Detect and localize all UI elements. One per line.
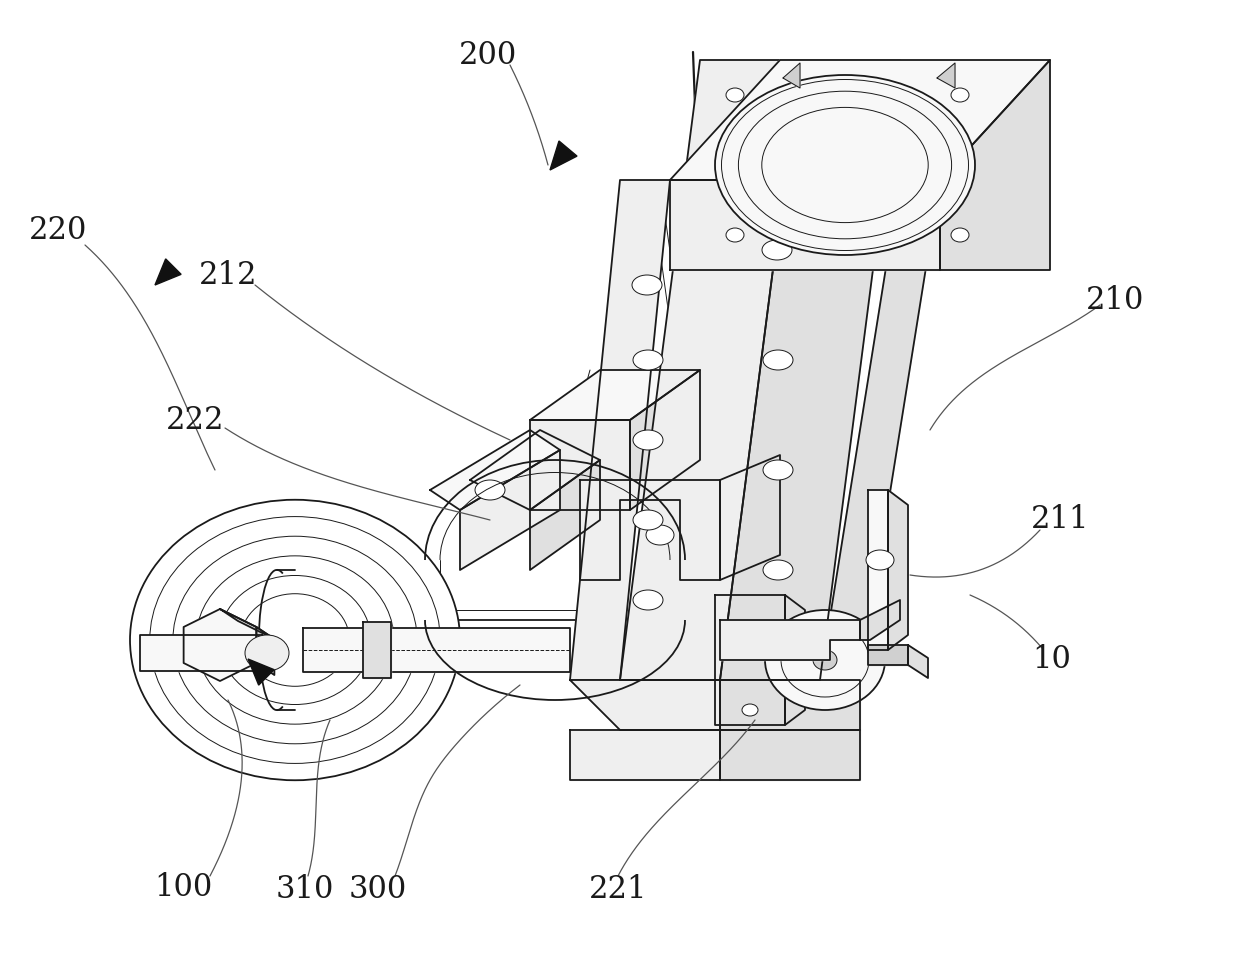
Polygon shape <box>868 490 888 650</box>
Polygon shape <box>155 259 181 285</box>
Polygon shape <box>184 609 257 681</box>
Polygon shape <box>670 180 940 270</box>
Polygon shape <box>580 480 720 580</box>
Polygon shape <box>720 680 861 730</box>
Polygon shape <box>460 450 560 570</box>
Text: 100: 100 <box>154 873 212 903</box>
Text: 222: 222 <box>166 404 224 436</box>
Ellipse shape <box>866 550 894 570</box>
Polygon shape <box>908 645 928 678</box>
Polygon shape <box>715 595 785 725</box>
Polygon shape <box>720 620 861 660</box>
Ellipse shape <box>632 590 663 610</box>
Polygon shape <box>248 659 274 685</box>
Ellipse shape <box>646 525 675 545</box>
Polygon shape <box>720 730 861 780</box>
Ellipse shape <box>763 350 794 370</box>
Polygon shape <box>820 180 940 680</box>
Polygon shape <box>529 420 630 510</box>
Ellipse shape <box>632 350 663 370</box>
Ellipse shape <box>951 228 968 242</box>
Text: 200: 200 <box>459 39 517 71</box>
Polygon shape <box>937 63 955 88</box>
Text: 211: 211 <box>1030 505 1089 535</box>
Polygon shape <box>529 370 701 420</box>
Text: 221: 221 <box>589 875 647 905</box>
Polygon shape <box>430 430 560 510</box>
Polygon shape <box>570 180 670 680</box>
Polygon shape <box>363 622 391 678</box>
Polygon shape <box>861 600 900 640</box>
Ellipse shape <box>951 88 968 102</box>
Ellipse shape <box>715 75 975 255</box>
Ellipse shape <box>246 635 289 671</box>
Ellipse shape <box>475 480 505 500</box>
Ellipse shape <box>742 704 758 716</box>
Text: 220: 220 <box>29 214 87 246</box>
Polygon shape <box>720 455 780 580</box>
Ellipse shape <box>130 500 460 780</box>
Polygon shape <box>720 60 900 680</box>
Polygon shape <box>670 60 1050 180</box>
Polygon shape <box>785 595 805 725</box>
Polygon shape <box>782 63 800 88</box>
Polygon shape <box>868 645 908 665</box>
Ellipse shape <box>763 460 794 480</box>
Ellipse shape <box>725 228 744 242</box>
Ellipse shape <box>763 560 794 580</box>
Ellipse shape <box>632 430 663 450</box>
Text: 210: 210 <box>1086 285 1145 315</box>
Polygon shape <box>529 460 600 570</box>
Ellipse shape <box>763 240 792 260</box>
Polygon shape <box>630 370 701 510</box>
Ellipse shape <box>765 610 885 710</box>
Polygon shape <box>470 430 600 510</box>
Ellipse shape <box>632 510 663 530</box>
Polygon shape <box>551 141 577 170</box>
Text: 212: 212 <box>198 259 257 291</box>
Polygon shape <box>940 60 1050 270</box>
Text: 310: 310 <box>275 875 335 905</box>
Polygon shape <box>140 635 262 671</box>
Polygon shape <box>219 609 274 639</box>
Text: 300: 300 <box>348 875 407 905</box>
Text: 10: 10 <box>1033 644 1071 676</box>
Polygon shape <box>303 628 570 672</box>
Polygon shape <box>257 627 274 675</box>
Polygon shape <box>570 730 720 780</box>
Ellipse shape <box>632 275 662 295</box>
Ellipse shape <box>813 650 837 670</box>
Ellipse shape <box>725 88 744 102</box>
Polygon shape <box>570 680 720 730</box>
Polygon shape <box>620 60 800 680</box>
Polygon shape <box>888 490 908 650</box>
